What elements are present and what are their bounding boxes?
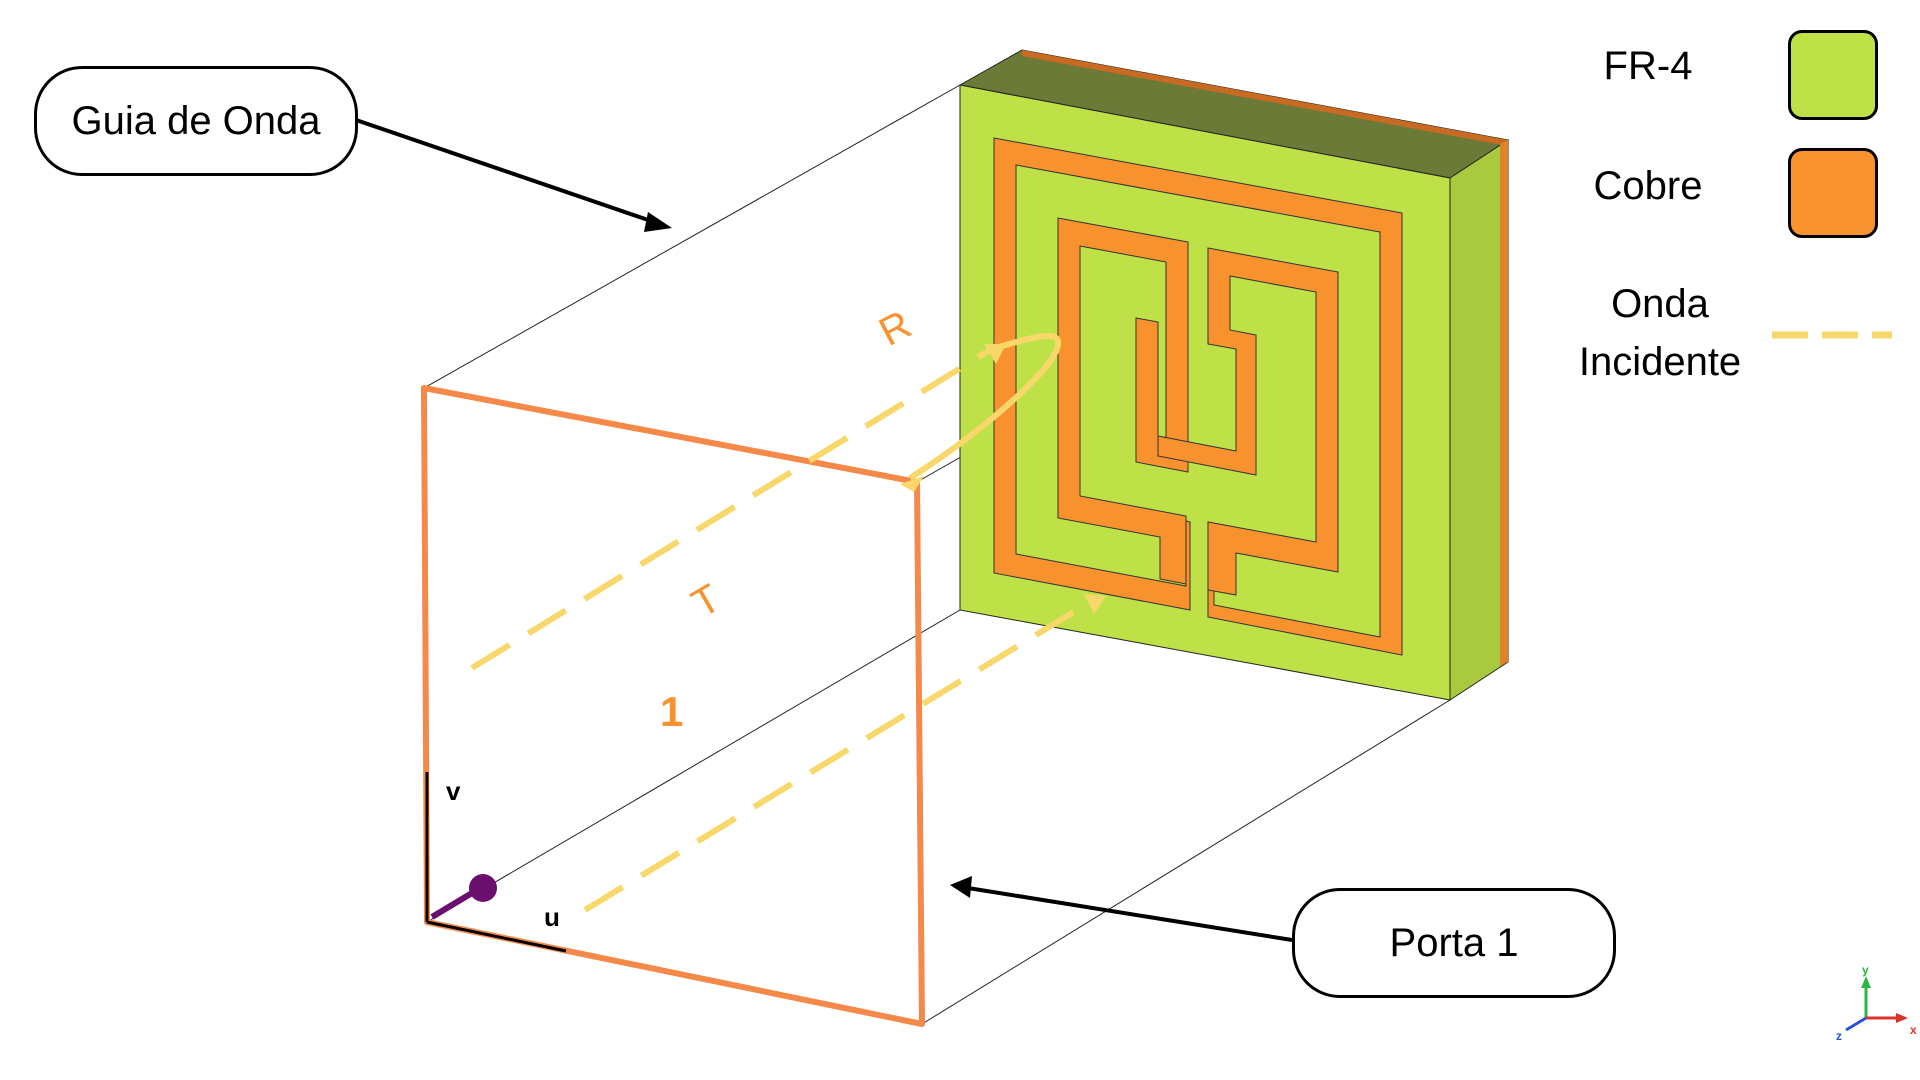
port-number-label: 1 <box>660 688 683 735</box>
reflected-arrowhead <box>900 476 924 492</box>
port-axes <box>425 772 567 953</box>
axes-triad: y x z <box>1836 963 1917 1043</box>
axis-u-label: u <box>544 902 560 932</box>
legend-fr4-label: FR-4 <box>1603 44 1693 88</box>
transmission-label: T <box>685 576 728 626</box>
port-callout-arrow <box>967 886 1293 942</box>
legend-fr4-swatch <box>1788 30 1878 120</box>
inner-left-hook <box>1057 217 1189 585</box>
copper-back-edge-side <box>1500 140 1508 666</box>
port-callout-text: Porta 1 <box>1389 920 1519 965</box>
legend-copper-swatch <box>1788 148 1878 238</box>
waveguide-callout: Guia de Onda <box>34 66 358 176</box>
triad-z-axis <box>1845 1016 1867 1032</box>
waveguide-callout-arrowhead <box>644 212 672 232</box>
copper-resonator <box>993 137 1403 656</box>
waveguide-callout-arrow <box>355 118 655 224</box>
incident-wave-lower <box>583 599 1092 913</box>
legend-wave-label-line2: Incidente <box>1578 340 1742 384</box>
outer-ring-outer <box>993 137 1403 656</box>
incident-wave-upper <box>470 347 992 671</box>
incident-arrowhead-lower <box>1084 594 1106 614</box>
propagation-dot <box>469 874 497 902</box>
port-callout-arrowhead <box>950 876 972 898</box>
axis-u-line <box>426 920 567 953</box>
inner-right-hook <box>1157 247 1339 596</box>
wave-arrows <box>470 332 1092 913</box>
legend-copper-label: Cobre <box>1593 164 1703 208</box>
waveguide-callout-text: Guia de Onda <box>71 98 321 143</box>
triad-x-label: x <box>1910 1023 1917 1037</box>
wave-arrowheads <box>900 344 1106 614</box>
triad-z-label: z <box>1836 1029 1842 1043</box>
port-1-frame <box>421 385 925 1027</box>
triad-y-label: y <box>1862 963 1869 977</box>
reflected-wave-curve <box>908 332 1062 481</box>
copper-back-edge-top <box>1022 50 1508 146</box>
reflection-label: R <box>872 302 918 354</box>
fr4-side-face <box>1449 139 1509 701</box>
axis-v-label: v <box>446 776 461 806</box>
callout-arrows <box>355 118 1293 942</box>
propagation-arrow-shaft <box>430 890 474 920</box>
incident-arrowhead-upper <box>984 344 1006 364</box>
port-callout: Porta 1 <box>1292 888 1616 998</box>
legend-wave-label-line1: Onda <box>1611 282 1709 326</box>
